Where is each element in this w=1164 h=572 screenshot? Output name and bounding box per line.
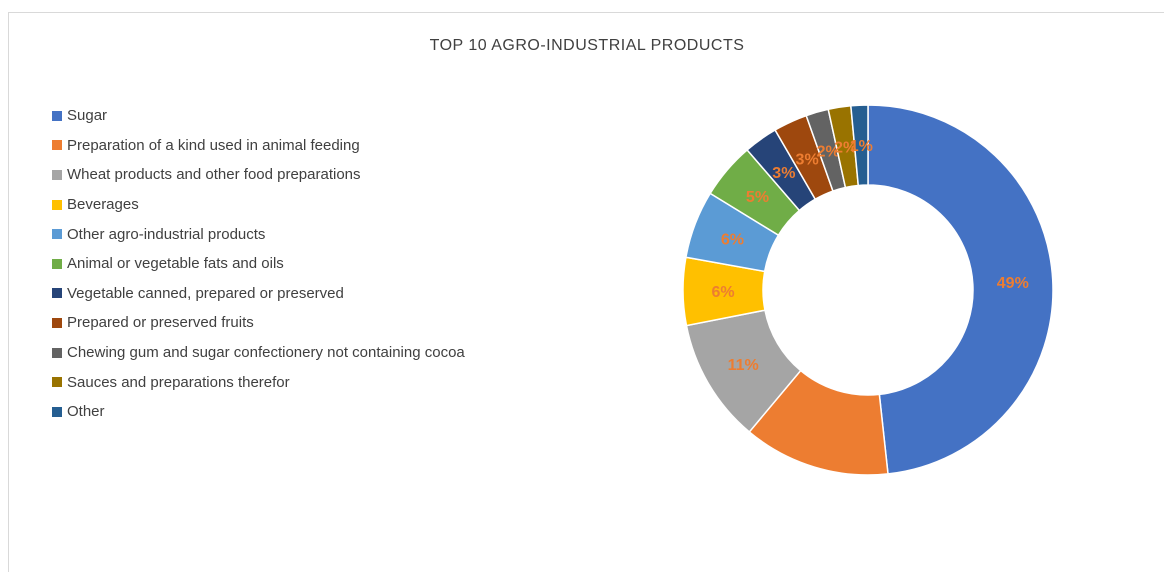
legend-swatch [52,110,62,121]
legend-label: Sauces and preparations therefor [67,373,290,391]
legend-label: Vegetable canned, prepared or preserved [67,284,344,302]
legend-item-chewing-gum: Chewing gum and sugar confectionery not … [52,338,465,368]
legend-item-sugar: Sugar [52,101,465,131]
data-label: 2% [817,144,840,161]
legend-label: Beverages [67,196,139,214]
data-label: 6% [711,284,734,301]
legend-item-beverages: Beverages [52,190,465,220]
legend-label: Sugar [67,107,108,125]
legend-swatch [52,258,62,269]
legend-swatch [52,169,62,180]
data-label: 3% [796,151,819,168]
data-label: 6% [721,231,744,248]
legend-item-preserved-fruits: Prepared or preserved fruits [52,308,465,338]
chart-legend: Sugar Preparation of a kind used in anim… [52,101,465,427]
legend-item-wheat-products: Wheat products and other food preparatio… [52,160,465,190]
legend-swatch [52,377,62,388]
data-label: 5% [746,189,769,206]
legend-swatch [52,347,62,358]
legend-label: Chewing gum and sugar confectionery not … [67,344,465,362]
data-label: 3% [772,165,795,182]
legend-label: Animal or vegetable fats and oils [67,255,284,273]
legend-label: Preparation of a kind used in animal fee… [67,136,360,154]
slice-sugar [867,104,1054,475]
chart-title: TOP 10 AGRO-INDUSTRIAL PRODUCTS [429,37,745,54]
legend-label: Other agro-industrial products [67,225,266,243]
legend-item-animal-feeding: Preparation of a kind used in animal fee… [52,131,465,161]
legend-item-fats-oils: Animal or vegetable fats and oils [52,249,465,279]
legend-swatch [52,317,62,328]
data-label: 49% [997,275,1029,292]
legend-swatch [52,288,62,299]
legend-item-sauces: Sauces and preparations therefor [52,367,465,397]
data-label: 1% [850,138,873,155]
legend-label: Wheat products and other food preparatio… [67,166,361,184]
doughnut-chart: 49%11%6%6%5%3%3%2%2%1% [682,104,1054,476]
chart-area [8,12,1164,572]
legend-label: Prepared or preserved fruits [67,314,254,332]
legend-item-vegetable-canned: Vegetable canned, prepared or preserved [52,279,465,309]
legend-swatch [52,199,62,210]
data-label: 2% [834,140,857,157]
legend-swatch [52,140,62,151]
legend-item-other-agro: Other agro-industrial products [52,219,465,249]
data-label: 11% [728,357,759,374]
legend-swatch [52,406,62,417]
legend-swatch [52,229,62,240]
legend-item-other: Other [52,397,465,427]
slice-other [850,104,869,187]
legend-label: Other [67,403,105,421]
